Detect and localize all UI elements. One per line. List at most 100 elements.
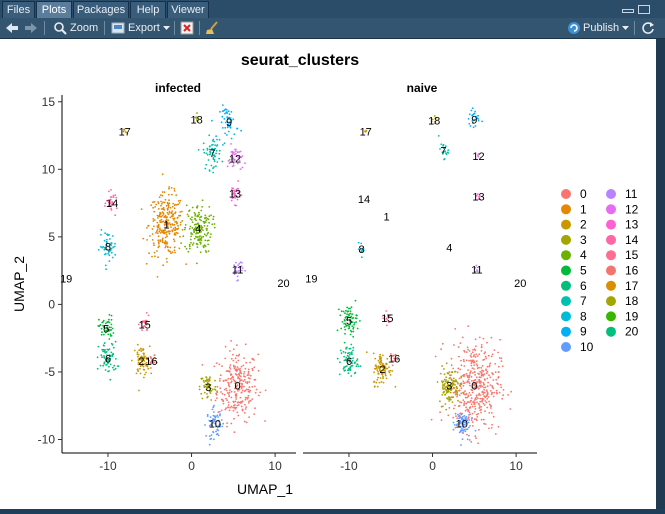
cell-point [485,372,488,375]
cell-point [473,112,476,115]
cell-point [238,353,241,356]
cell-point [140,358,142,361]
cell-point [160,229,163,232]
tab-packages[interactable]: Packages [73,1,129,18]
cell-point [204,217,206,220]
cell-point [210,434,213,437]
cell-point [143,360,146,362]
cell-point [465,351,468,353]
cell-point [203,225,206,227]
cell-point [499,383,502,386]
cell-point [459,420,462,422]
cell-point [224,132,227,135]
cell-point [452,367,455,370]
cell-point [441,384,444,386]
cell-point [487,396,490,398]
cell-point [219,374,222,377]
cell-point [226,422,229,424]
tab-help[interactable]: Help [130,1,166,18]
cell-point [110,251,113,254]
cell-point [214,379,216,382]
cell-point [249,377,251,380]
cell-point [111,327,114,330]
vertical-scrollbar[interactable] [656,39,665,509]
refresh-icon[interactable] [641,21,655,35]
cell-point [198,218,201,221]
cell-point [462,426,465,429]
cell-point [394,354,397,356]
maximize-icon[interactable] [638,5,650,14]
cell-point [348,314,350,317]
cell-point [239,150,242,153]
cell-point [161,241,164,244]
cell-point [235,354,238,357]
export-button[interactable]: Export [128,22,160,34]
cell-point [206,415,209,417]
cell-point [106,238,108,241]
tab-plots[interactable]: Plots [36,1,72,18]
cell-point [388,314,391,317]
cell-point [475,387,478,390]
cell-point [460,359,462,362]
publish-button[interactable]: Publish [583,22,620,34]
cell-point [182,235,185,238]
zoom-button[interactable]: Zoom [70,22,99,34]
cell-point [484,386,487,389]
cell-point [443,368,445,370]
cell-point [233,191,236,194]
tab-files[interactable]: Files [2,1,35,18]
cell-point [231,153,234,156]
cell-point [485,357,488,360]
cell-point [466,433,468,436]
cell-point [475,398,477,401]
cell-point [378,355,381,358]
cell-point [110,189,112,191]
cell-point [454,426,457,429]
cell-point [177,203,180,206]
tab-viewer[interactable]: Viewer [167,1,209,18]
cell-point [348,360,351,363]
cell-point [103,326,106,329]
cell-point [189,238,192,241]
cell-point [497,371,500,373]
cell-point [465,422,468,425]
cluster-label: 14 [358,194,370,206]
cell-point [236,366,239,368]
cell-point [458,404,461,407]
broom-clear-icon[interactable] [205,21,219,35]
cell-point [339,349,342,352]
cell-point [447,149,450,152]
back-arrow-icon[interactable] [5,22,19,34]
cell-point [217,425,220,427]
cell-point [463,402,466,405]
cell-point [388,370,390,373]
cell-point [205,219,208,222]
cell-point [473,360,475,363]
cell-point [434,120,437,123]
cell-point [455,415,457,417]
cell-point [219,380,221,382]
remove-plot-icon[interactable] [180,21,194,35]
cell-point [485,395,488,397]
cell-point [214,425,217,428]
cell-point [476,397,479,400]
cell-point [468,434,470,437]
minimize-icon[interactable] [622,9,634,13]
cell-point [230,111,233,113]
cell-point [230,158,233,161]
cell-point [210,214,212,217]
cell-point [222,144,224,146]
cell-point [473,371,476,373]
forward-arrow-icon[interactable] [24,22,38,34]
cluster-label: 17 [119,127,131,139]
cell-point [201,397,204,400]
cell-point [344,351,347,354]
cell-point [230,373,233,376]
cell-point [389,369,392,372]
cell-point [462,419,465,422]
cell-point [357,248,360,251]
cell-point [459,342,462,344]
cell-point [146,364,148,367]
y-axis-label: UMAP_2 [11,256,27,312]
cell-point [468,359,470,362]
